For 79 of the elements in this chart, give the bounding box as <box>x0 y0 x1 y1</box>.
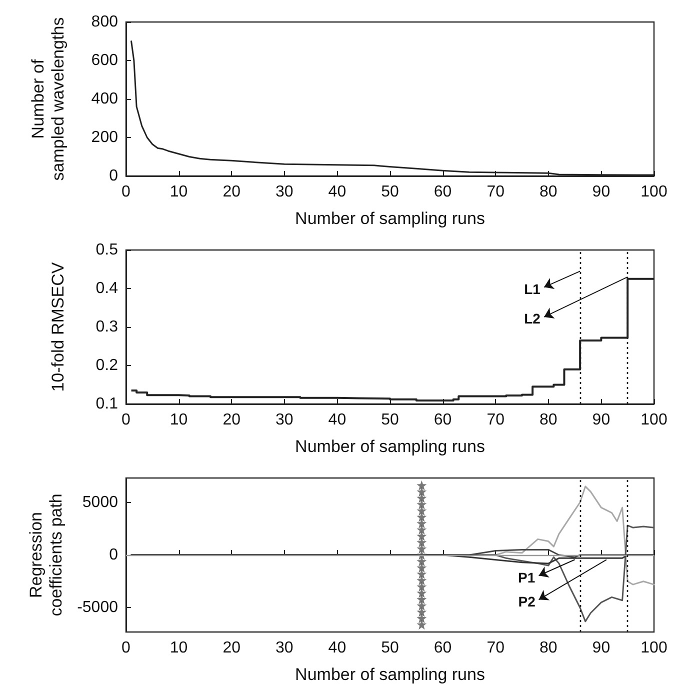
x-tick-label: 100 <box>640 640 668 656</box>
x-tick-label: 80 <box>540 640 558 656</box>
x-tick-label: 90 <box>592 184 610 200</box>
point <box>416 620 427 630</box>
x-tick-label: 70 <box>486 640 505 656</box>
point <box>416 556 427 566</box>
x-tick-label: 30 <box>276 412 294 428</box>
annotation: P1 <box>518 569 536 586</box>
x-tick-label: 60 <box>434 184 452 200</box>
x-tick-label: 0 <box>122 184 131 200</box>
y-tick-label: 600 <box>91 52 118 69</box>
point <box>416 588 427 598</box>
point <box>416 531 427 542</box>
point <box>416 544 427 554</box>
point <box>416 562 427 573</box>
point <box>416 537 427 548</box>
x-tick-label: 50 <box>381 184 399 200</box>
x-tick-label: 40 <box>328 640 346 656</box>
x-tick-label: 50 <box>381 640 399 656</box>
y-tick-label: 200 <box>91 129 118 146</box>
point <box>416 480 427 490</box>
y-tick-label: 0 <box>109 168 118 184</box>
x-tick-label: 0 <box>122 412 131 428</box>
x-tick-label: 40 <box>328 412 346 428</box>
y-tick-label: 400 <box>91 90 118 108</box>
point <box>416 600 427 611</box>
y-tick-label: 0.3 <box>96 318 118 336</box>
x-tick-label: 100 <box>640 184 668 200</box>
y-axis-title: 10-fold RMSECV <box>48 262 68 392</box>
x-tick-label: 10 <box>170 184 188 200</box>
point <box>416 606 427 617</box>
x-tick-label: 60 <box>434 640 452 656</box>
x-tick-label: 10 <box>170 640 188 656</box>
point <box>416 493 427 504</box>
x-tick-label: 20 <box>222 184 241 200</box>
y-axis-title: Number of sampled wavelengths <box>28 17 68 181</box>
y-tick-label: 0.5 <box>96 242 118 258</box>
point <box>416 499 427 510</box>
x-tick-label: 100 <box>640 412 668 428</box>
y-tick-label: 0.2 <box>96 357 118 374</box>
x-axis-title: Number of sampling runs <box>295 209 485 228</box>
y-tick-label: 0.1 <box>96 396 118 412</box>
point <box>416 568 427 579</box>
annotation: L1 <box>524 280 541 297</box>
point <box>416 524 427 535</box>
point <box>416 575 427 586</box>
y-tick-label: 0 <box>109 546 118 564</box>
x-tick-label: 20 <box>222 412 241 428</box>
y-tick-label: 5000 <box>82 494 118 511</box>
x-tick-label: 60 <box>434 412 452 428</box>
point <box>416 506 427 516</box>
point <box>416 512 427 522</box>
x-tick-label: 30 <box>276 184 294 200</box>
x-tick-label: 20 <box>222 640 241 656</box>
y-tick-label: 0.4 <box>96 280 118 297</box>
point <box>416 613 427 624</box>
y-tick-label: -5000 <box>77 599 118 616</box>
x-tick-label: 90 <box>592 412 610 428</box>
x-axis-title: Number of sampling runs <box>295 665 485 684</box>
point <box>416 486 427 497</box>
point <box>416 518 427 528</box>
annotation: L2 <box>524 310 541 327</box>
annotation: P2 <box>518 594 536 610</box>
x-tick-label: 80 <box>540 184 558 200</box>
x-tick-label: 70 <box>486 184 505 200</box>
y-tick-label: 800 <box>91 14 118 30</box>
y-axis-title: Regression coefficients path <box>26 494 66 616</box>
x-tick-label: 50 <box>381 412 399 428</box>
x-tick-label: 70 <box>486 412 505 428</box>
x-tick-label: 90 <box>592 640 610 656</box>
x-tick-label: 40 <box>328 184 346 200</box>
point <box>416 582 427 592</box>
point <box>416 594 427 604</box>
x-tick-label: 80 <box>540 412 558 428</box>
line-series <box>130 554 655 564</box>
x-tick-label: 0 <box>122 640 131 656</box>
x-tick-label: 30 <box>276 640 294 656</box>
x-axis-title: Number of sampling runs <box>295 437 485 456</box>
x-tick-label: 10 <box>170 412 188 428</box>
